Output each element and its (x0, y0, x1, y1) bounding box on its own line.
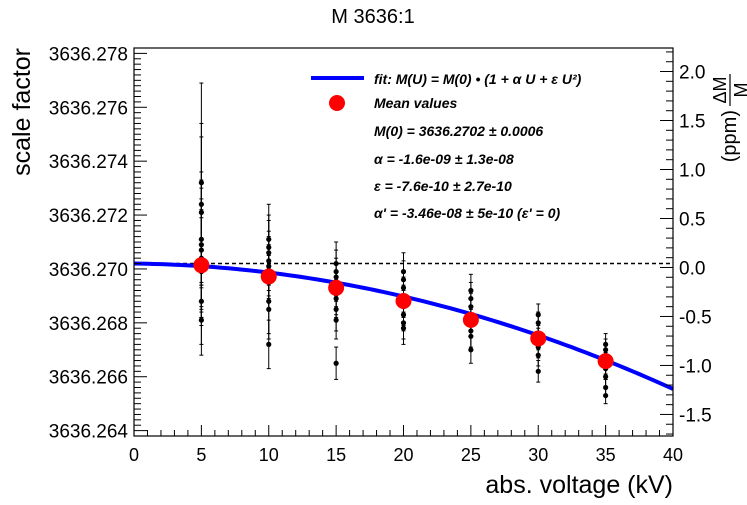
x-tick-label: 40 (663, 445, 683, 465)
y2-label-denominator: M (731, 83, 747, 98)
y-tick-label: 3636.274 (49, 152, 129, 173)
x-tick-label: 0 (129, 445, 139, 465)
data-point (535, 360, 541, 383)
data-point (198, 284, 204, 356)
point-marker (603, 374, 609, 380)
point-marker (333, 360, 339, 366)
y-tick-label: 3636.266 (49, 368, 128, 389)
legend-mean-label: Mean values (374, 95, 457, 111)
data-point (468, 335, 474, 364)
y-tick-label: 3636.272 (49, 206, 128, 227)
x-tick-label: 20 (393, 445, 413, 465)
data-point (333, 346, 339, 380)
data-point (266, 319, 272, 370)
legend-alpha: α = -1.6e-09 ± 1.3e-08 (374, 151, 514, 167)
y2-tick-label: -0.5 (679, 307, 712, 328)
y2-axis-label: (ppm) ΔM M (710, 74, 747, 162)
point-marker (535, 368, 541, 374)
y2-tick-label: 0.0 (679, 258, 705, 279)
legend: fit: M(U) = M(0) • (1 + α U + ε U²) Mean… (311, 71, 582, 221)
mean-value-marker (462, 311, 479, 328)
y2-label-numerator: ΔM (710, 76, 730, 103)
y-tick-label: 3636.264 (49, 422, 129, 443)
x-tick-label: 25 (461, 445, 481, 465)
point-marker (603, 392, 609, 399)
chart-title: M 3636:1 (331, 6, 414, 28)
y2-tick-label: 0.5 (679, 209, 705, 230)
y-tick-label: 3636.268 (49, 314, 128, 335)
point-marker (266, 306, 272, 312)
mean-values-layer (193, 257, 614, 370)
x-tick-label: 30 (528, 445, 548, 465)
legend-mean-marker (329, 95, 345, 111)
mean-value-marker (193, 257, 210, 274)
x-tick-label: 35 (596, 445, 616, 465)
data-point (603, 387, 609, 405)
legend-alpha-prime: α' = -3.46e-08 ± 5e-10 (ε' = 0) (374, 205, 560, 221)
y2-tick-label: -1.5 (679, 405, 712, 426)
mean-value-marker (328, 279, 345, 296)
mean-value-marker (597, 353, 614, 370)
y2-tick-label: 2.0 (679, 63, 705, 84)
x-axis-label: abs. voltage (kV) (485, 471, 673, 499)
point-marker (535, 352, 541, 358)
point-marker (266, 341, 272, 347)
point-marker (468, 347, 474, 353)
point-marker (400, 325, 407, 331)
y2-tick-label: -1.0 (679, 356, 712, 377)
axes: 0 5 10 15 20 25 30 35 40 3636.264 3636.266 3636.268… (49, 44, 712, 465)
y-tick-label: 3636.278 (49, 44, 128, 65)
mean-value-marker (530, 330, 547, 347)
y2-label-unit: (ppm) (719, 110, 741, 162)
legend-epsilon: ε = -7.6e-10 ± 2.7e-10 (374, 178, 512, 194)
mean-value-marker (260, 268, 277, 285)
x-tick-label: 5 (196, 445, 206, 465)
x-tick-label: 15 (326, 445, 346, 465)
data-point (333, 300, 339, 340)
x-tick-label: 10 (259, 445, 279, 465)
y2-tick-label: 1.0 (679, 160, 705, 181)
point-marker (198, 317, 204, 323)
y-axis-label: scale factor (8, 48, 36, 176)
point-marker (333, 317, 339, 323)
y-tick-label: 3636.270 (49, 260, 128, 281)
y-tick-label: 3636.276 (49, 98, 128, 119)
y2-tick-label: 1.5 (679, 112, 705, 133)
data-point (400, 311, 407, 345)
mean-value-marker (395, 293, 412, 310)
legend-fit-label: fit: M(U) = M(0) • (1 + α U + ε U²) (374, 71, 582, 87)
legend-m0: M(0) = 3636.2702 ± 0.0006 (374, 123, 543, 139)
